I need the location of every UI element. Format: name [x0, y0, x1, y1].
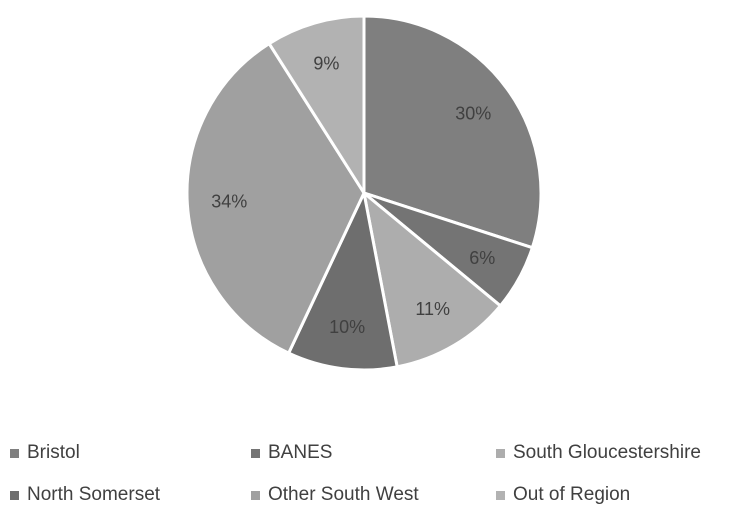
pie-slice-other-south-west — [185, 42, 366, 355]
pie-slice-out-of-region — [267, 14, 366, 195]
data-label-south-gloucestershire: 11% — [415, 299, 450, 319]
pie-slices — [185, 14, 543, 372]
pie-slice-north-somerset — [287, 191, 399, 372]
pie-slice-bristol — [362, 14, 543, 250]
slice-labels: 30% 6% 11% 10% 34% 9% — [211, 53, 495, 337]
data-label-other-south-west: 34% — [211, 191, 247, 211]
data-label-out-of-region: 9% — [313, 53, 339, 73]
data-label-bristol: 30% — [455, 104, 491, 124]
pie-slice-south-gloucestershire — [362, 191, 502, 369]
data-label-banes: 6% — [469, 248, 495, 268]
data-label-north-somerset: 10% — [329, 317, 365, 337]
